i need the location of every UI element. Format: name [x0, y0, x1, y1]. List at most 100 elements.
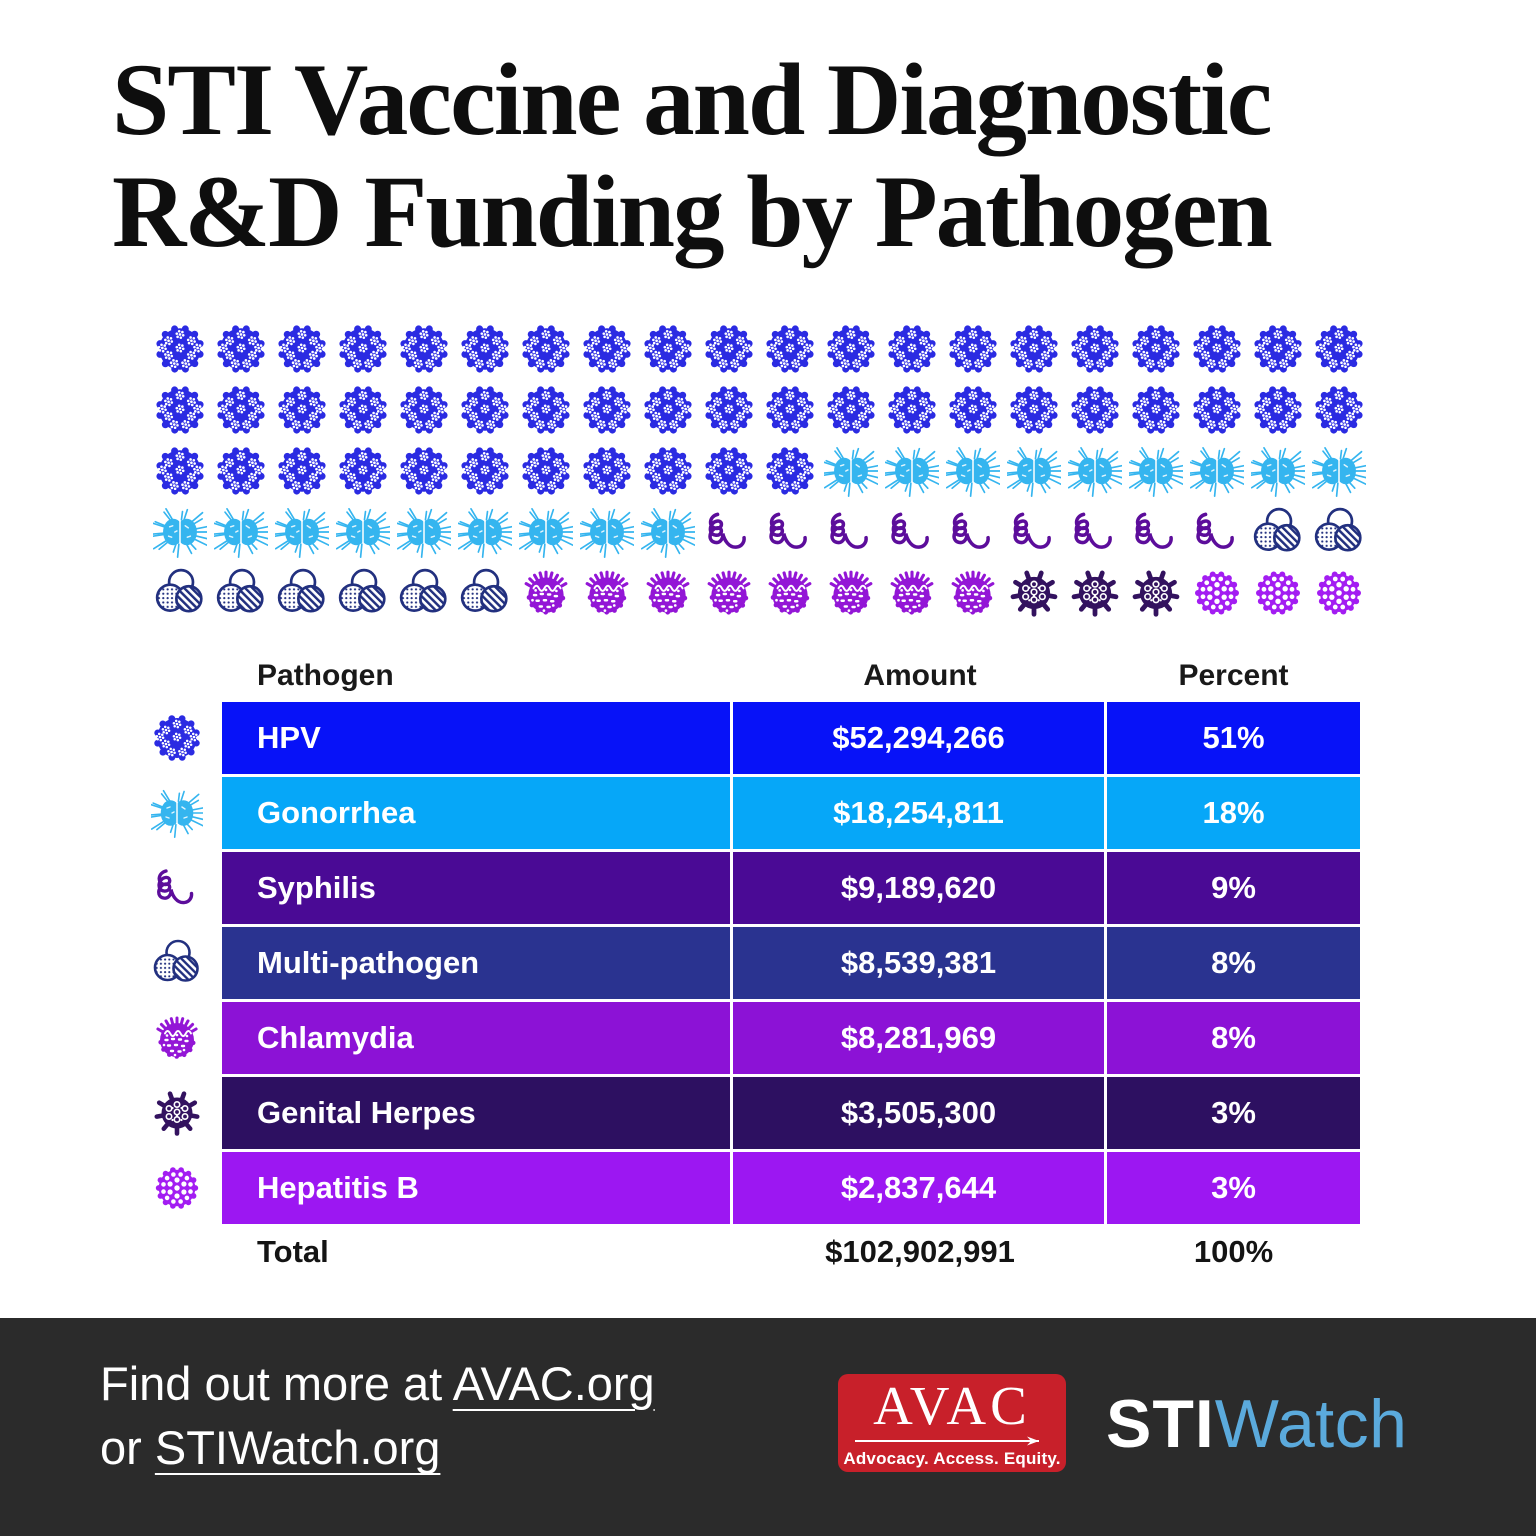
- amount-cell: $9,189,620: [733, 852, 1107, 924]
- stiwatch-logo-watch: Watch: [1214, 1386, 1408, 1462]
- stiwatch-org-link[interactable]: STIWatch.org: [154, 1421, 441, 1475]
- pictogram-hpv-virus-icon: [824, 322, 878, 376]
- pictogram-hpv-virus-icon: [275, 383, 329, 437]
- pictogram-hpv-virus-icon: [641, 383, 695, 437]
- pictogram-gonorrhea-bacteria-icon: [1068, 444, 1122, 498]
- pictogram-multi-pathogen-venn-icon: [275, 566, 329, 620]
- header-pathogen: Pathogen: [257, 659, 394, 692]
- table-row-bar: Multi-pathogen $8,539,381 8%: [222, 927, 1360, 999]
- pictogram-chlamydia-bacteria-icon: [641, 566, 695, 620]
- pictogram-gonorrhea-bacteria-icon: [824, 444, 878, 498]
- page-title-line2: R&D Funding by Pathogen: [112, 155, 1273, 270]
- pictogram-hpv-virus-icon: [702, 383, 756, 437]
- pictogram-hepatitis-b-virus-icon: [1190, 566, 1244, 620]
- pictogram-hpv-virus-icon: [885, 383, 939, 437]
- pictogram-hpv-virus-icon: [153, 322, 207, 376]
- pictogram-hpv-virus-icon: [1068, 383, 1122, 437]
- amount-cell: $8,539,381: [733, 927, 1107, 999]
- pictogram-syphilis-spirochete-icon: [763, 505, 817, 559]
- pictogram-syphilis-spirochete-icon: [824, 505, 878, 559]
- total-amount: $102,902,991: [825, 1234, 1015, 1269]
- pictogram-gonorrhea-bacteria-icon: [1129, 444, 1183, 498]
- pictogram-hpv-virus-icon: [458, 383, 512, 437]
- pictogram-herpes-virus-icon: [1129, 566, 1183, 620]
- pictogram-hpv-virus-icon: [702, 322, 756, 376]
- pictogram-hpv-virus-icon: [275, 322, 329, 376]
- genital-herpes-legend-icon: [150, 1087, 222, 1139]
- pictogram-chart: [149, 318, 1369, 623]
- pictogram-chlamydia-bacteria-icon: [946, 566, 1000, 620]
- avac-tagline: Advocacy. Access. Equity.: [843, 1449, 1061, 1468]
- page-title: STI Vaccine and Diagnostic R&D Funding b…: [112, 43, 1273, 270]
- pictogram-gonorrhea-bacteria-icon: [458, 505, 512, 559]
- pictogram-hpv-virus-icon: [1007, 322, 1061, 376]
- table-row-bar: Chlamydia $8,281,969 8%: [222, 1002, 1360, 1074]
- pictogram-hpv-virus-icon: [458, 444, 512, 498]
- cta-or-text: or: [100, 1421, 155, 1475]
- pictogram-hpv-virus-icon: [580, 322, 634, 376]
- multi-pathogen-legend-icon: [150, 937, 222, 989]
- page-title-line1: STI Vaccine and Diagnostic: [112, 43, 1273, 157]
- pictogram-multi-pathogen-venn-icon: [1312, 505, 1366, 559]
- table-row-chlamydia: Chlamydia $8,281,969 8%: [150, 1002, 1360, 1074]
- pictogram-syphilis-spirochete-icon: [946, 505, 1000, 559]
- table-row-genital-herpes: Genital Herpes $3,505,300 3%: [150, 1077, 1360, 1149]
- pathogen-cell: HPV: [222, 702, 733, 774]
- table-row-hpv: HPV $52,294,266 51%: [150, 702, 1360, 774]
- pictogram-hpv-virus-icon: [1312, 383, 1366, 437]
- avac-org-link[interactable]: AVAC.org: [452, 1357, 655, 1410]
- pictogram-multi-pathogen-venn-icon: [397, 566, 451, 620]
- pictogram-syphilis-spirochete-icon: [885, 505, 939, 559]
- gonorrhea-legend-icon: [150, 787, 222, 839]
- avac-arrow-icon: [855, 1436, 1039, 1446]
- amount-cell: $2,837,644: [733, 1152, 1107, 1224]
- pictogram-hpv-virus-icon: [519, 322, 573, 376]
- pictogram-hpv-virus-icon: [1129, 383, 1183, 437]
- pictogram-herpes-virus-icon: [1007, 566, 1061, 620]
- table-row-gonorrhea: Gonorrhea $18,254,811 18%: [150, 777, 1360, 849]
- table-row-syphilis: Syphilis $9,189,620 9%: [150, 852, 1360, 924]
- pictogram-hpv-virus-icon: [336, 383, 390, 437]
- pictogram-hpv-virus-icon: [214, 322, 268, 376]
- percent-cell: 51%: [1202, 720, 1265, 755]
- pictogram-hpv-virus-icon: [763, 383, 817, 437]
- pictogram-hpv-virus-icon: [580, 444, 634, 498]
- pictogram-syphilis-spirochete-icon: [702, 505, 756, 559]
- table-row-bar: Gonorrhea $18,254,811 18%: [222, 777, 1360, 849]
- pictogram-hpv-virus-icon: [153, 444, 207, 498]
- header-percent: Percent: [1178, 659, 1289, 692]
- table-row-bar: Syphilis $9,189,620 9%: [222, 852, 1360, 924]
- footer-cta: Find out more at AVAC.org or STIWatch.or…: [100, 1352, 655, 1481]
- pictogram-chlamydia-bacteria-icon: [885, 566, 939, 620]
- footer-cta-line2: or STIWatch.org: [100, 1416, 655, 1480]
- pictogram-gonorrhea-bacteria-icon: [214, 505, 268, 559]
- pictogram-hpv-virus-icon: [214, 383, 268, 437]
- pictogram-gonorrhea-bacteria-icon: [946, 444, 1000, 498]
- hpv-legend-icon: [150, 712, 222, 764]
- pictogram-hpv-virus-icon: [519, 444, 573, 498]
- pictogram-gonorrhea-bacteria-icon: [1251, 444, 1305, 498]
- stiwatch-logo-sti: STI: [1106, 1386, 1215, 1462]
- pictogram-gonorrhea-bacteria-icon: [885, 444, 939, 498]
- pictogram-gonorrhea-bacteria-icon: [397, 505, 451, 559]
- pictogram-hpv-virus-icon: [1312, 322, 1366, 376]
- pictogram-syphilis-spirochete-icon: [1190, 505, 1244, 559]
- table-header: Pathogen Amount Percent: [222, 659, 1360, 693]
- percent-cell: 3%: [1211, 1095, 1256, 1130]
- pictogram-hpv-virus-icon: [336, 444, 390, 498]
- pictogram-hpv-virus-icon: [153, 383, 207, 437]
- chlamydia-legend-icon: [150, 1012, 222, 1064]
- pathogen-cell: Syphilis: [222, 852, 733, 924]
- table-row-multi-pathogen: Multi-pathogen $8,539,381 8%: [150, 927, 1360, 999]
- pictogram-hpv-virus-icon: [397, 383, 451, 437]
- percent-cell: 9%: [1211, 870, 1256, 905]
- pictogram-hpv-virus-icon: [763, 322, 817, 376]
- amount-cell: $8,281,969: [733, 1002, 1107, 1074]
- avac-logo[interactable]: AVAC Advocacy. Access. Equity.: [838, 1374, 1066, 1472]
- stiwatch-logo[interactable]: STIWatch: [1106, 1390, 1407, 1458]
- pictogram-hpv-virus-icon: [336, 322, 390, 376]
- pictogram-hpv-virus-icon: [275, 444, 329, 498]
- pictogram-hpv-virus-icon: [397, 322, 451, 376]
- pictogram-hpv-virus-icon: [1251, 322, 1305, 376]
- pictogram-hepatitis-b-virus-icon: [1251, 566, 1305, 620]
